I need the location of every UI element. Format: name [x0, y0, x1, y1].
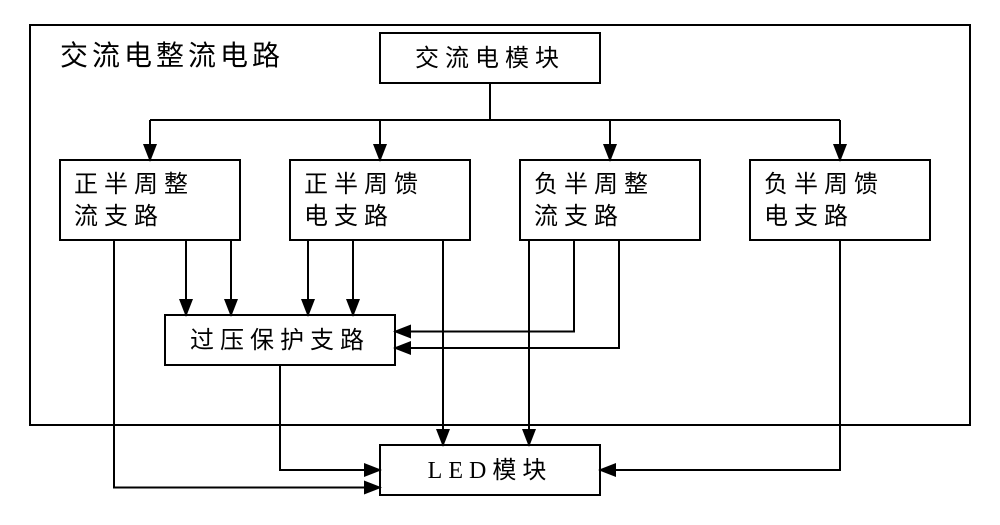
svg-text:LED模块: LED模块 [428, 457, 553, 484]
svg-text:负半周整: 负半周整 [534, 171, 654, 198]
svg-text:电支路: 电支路 [764, 203, 854, 230]
svg-text:电支路: 电支路 [304, 203, 394, 230]
svg-text:正半周馈: 正半周馈 [304, 171, 424, 198]
svg-text:流支路: 流支路 [74, 203, 164, 230]
svg-text:负半周馈: 负半周馈 [764, 171, 884, 198]
svg-text:流支路: 流支路 [534, 203, 624, 230]
svg-text:正半周整: 正半周整 [74, 171, 194, 198]
block-diagram: 交流电整流电路 交流电模块正半周整流支路 正半周馈电支路 负半周整流支路 负半周馈电支路… [0, 0, 1000, 525]
svg-text:交流电模块: 交流电模块 [415, 45, 565, 72]
svg-text:过压保护支路: 过压保护支路 [190, 327, 370, 354]
svg-text:交流电整流电路: 交流电整流电路 [60, 40, 284, 72]
